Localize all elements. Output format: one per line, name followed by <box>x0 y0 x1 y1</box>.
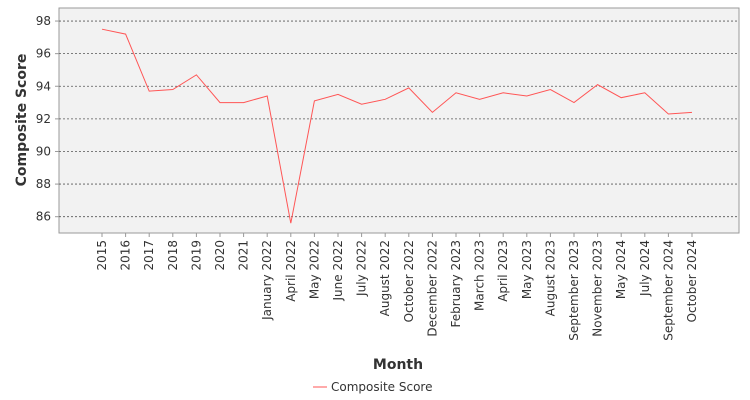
x-axis-title: Month <box>373 357 423 373</box>
x-tick-label: 2017 <box>142 240 156 271</box>
data-point <box>171 88 174 91</box>
x-tick-label: August 2023 <box>543 240 557 316</box>
legend: Composite Score <box>313 380 432 394</box>
data-point <box>219 101 222 104</box>
data-point <box>431 111 434 114</box>
x-tick-label: June 2022 <box>331 240 345 302</box>
data-point <box>195 73 198 76</box>
x-tick-label: September 2023 <box>567 240 581 341</box>
x-tick-label: February 2023 <box>449 240 463 328</box>
x-tick-label: October 2024 <box>685 240 699 322</box>
x-tick-label: 2015 <box>95 240 109 271</box>
x-tick-label: July 2022 <box>355 240 369 297</box>
data-point <box>242 101 245 104</box>
y-tick-label: 94 <box>36 79 51 93</box>
data-point <box>573 101 576 104</box>
x-tick-label: October 2022 <box>402 240 416 322</box>
x-tick-label: May 2022 <box>307 240 321 299</box>
y-axis-ticks: 86 88 90 92 94 96 98 <box>36 14 59 224</box>
x-tick-label: 2016 <box>119 240 133 271</box>
y-tick-label: 96 <box>36 47 51 61</box>
x-tick-label: January 2022 <box>260 240 274 321</box>
x-tick-label: July 2024 <box>638 240 652 297</box>
legend-label: Composite Score <box>331 380 432 394</box>
x-tick-label: November 2023 <box>591 240 605 337</box>
data-point <box>643 91 646 94</box>
data-point <box>502 91 505 94</box>
x-tick-label: December 2022 <box>425 240 439 337</box>
x-tick-label: May 2023 <box>520 240 534 299</box>
y-tick-label: 98 <box>36 14 51 28</box>
x-tick-label: 2018 <box>166 240 180 271</box>
x-tick-label: 2019 <box>189 240 203 271</box>
data-point <box>124 33 127 36</box>
x-tick-label: March 2023 <box>473 240 487 311</box>
data-point <box>691 111 694 114</box>
data-point <box>289 222 292 225</box>
y-tick-label: 86 <box>36 210 51 224</box>
y-tick-label: 92 <box>36 112 51 126</box>
data-point <box>313 99 316 102</box>
x-axis-ticks: 2015 2016 2017 2018 2019 2020 2021 January 2022… <box>95 233 699 341</box>
series-line-composite-score <box>101 28 693 224</box>
data-point <box>596 83 599 86</box>
x-tick-label: April 2023 <box>496 240 510 302</box>
x-tick-label: 2020 <box>213 240 227 271</box>
data-point <box>266 95 269 98</box>
data-point <box>455 91 458 94</box>
data-point <box>407 86 410 89</box>
data-point <box>478 98 481 101</box>
y-tick-label: 90 <box>36 144 51 158</box>
data-point <box>360 103 363 106</box>
data-point <box>337 93 340 96</box>
x-tick-label: August 2022 <box>378 240 392 316</box>
data-point <box>384 98 387 101</box>
x-tick-label: September 2024 <box>661 240 675 341</box>
data-point <box>667 112 670 115</box>
data-point <box>101 28 104 31</box>
series-layer <box>101 28 694 225</box>
gridlines <box>59 20 739 218</box>
data-point <box>525 95 528 98</box>
plot-area <box>58 7 740 234</box>
x-tick-label: April 2022 <box>284 240 298 302</box>
x-tick-label: 2021 <box>237 240 251 271</box>
x-tick-label: May 2024 <box>614 240 628 299</box>
y-tick-label: 88 <box>36 177 51 191</box>
data-point <box>620 96 623 99</box>
data-point <box>549 88 552 91</box>
data-point <box>148 90 151 93</box>
y-axis-title: Composite Score <box>14 54 30 187</box>
